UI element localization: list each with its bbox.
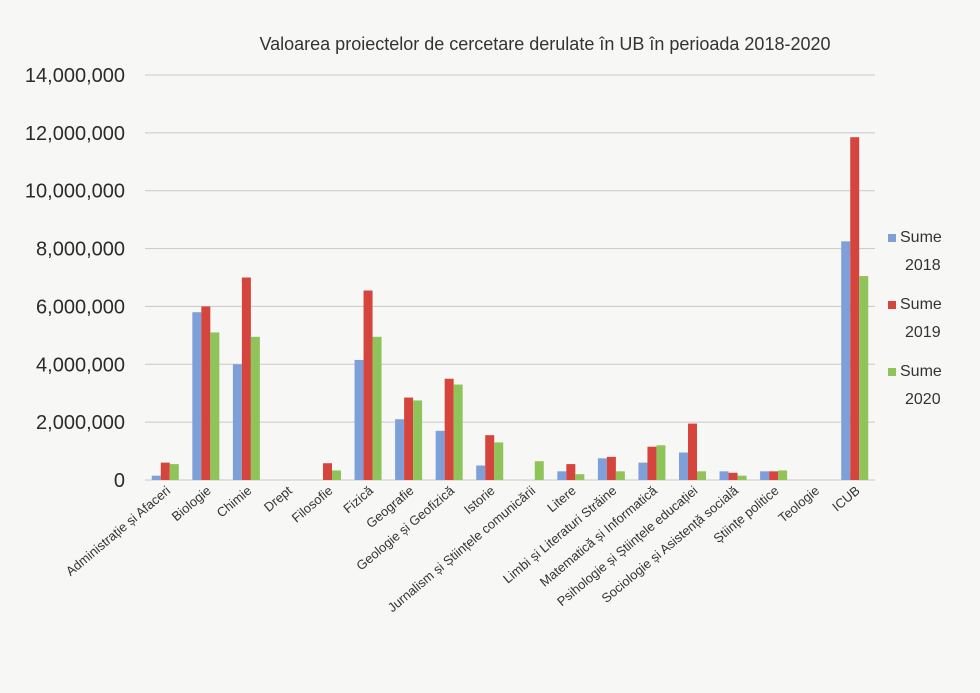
bar-sume-2018 <box>476 465 486 480</box>
y-tick-label: 14,000,000 <box>25 65 125 87</box>
chart-title: Valoarea proiectelor de cercetare derula… <box>259 34 830 54</box>
bar-sume-2020 <box>615 471 625 480</box>
y-tick-label: 0 <box>114 470 125 492</box>
y-tick-label: 6,000,000 <box>36 296 125 318</box>
bar-sume-2020 <box>250 336 260 480</box>
legend-swatch <box>888 301 896 309</box>
legend-label: Sume <box>900 296 942 313</box>
bar-sume-2019 <box>201 306 211 480</box>
x-category-label: Administrație și Afaceri <box>63 483 173 579</box>
bar-sume-2019 <box>323 463 332 480</box>
legend-swatch <box>888 234 896 242</box>
bar-sume-2018 <box>192 312 202 480</box>
bar-sume-2020 <box>453 384 463 480</box>
bar-sume-2020 <box>494 442 504 480</box>
legend-label: 2020 <box>905 391 941 408</box>
bar-sume-2020 <box>697 471 706 480</box>
x-category-label: Chimie <box>214 483 255 521</box>
y-tick-label: 10,000,000 <box>25 181 125 203</box>
y-axis-ticks: 0 2,000,000 4,000,000 6,000,000 8,000,000 10,… <box>25 65 125 492</box>
x-category-label: Istorie <box>461 483 498 517</box>
bar-sume-2020 <box>210 332 220 480</box>
bar-sume-2019 <box>769 471 779 480</box>
bar-sume-2019 <box>241 277 251 480</box>
bar-sume-2018 <box>354 359 364 480</box>
bar-sume-2019 <box>485 435 495 480</box>
bar-sume-2019 <box>566 464 576 480</box>
x-category-label: ICUB <box>829 483 862 514</box>
x-category-label: Drept <box>261 483 295 515</box>
legend: Sume 2018 Sume 2019 Sume 2020 <box>888 229 942 408</box>
bar-sume-2018 <box>435 430 445 480</box>
bars <box>151 137 869 481</box>
bar-sume-2019 <box>404 397 414 480</box>
bar-sume-2019 <box>444 378 454 480</box>
bar-sume-2019 <box>688 423 697 480</box>
y-tick-label: 2,000,000 <box>36 412 125 434</box>
bar-sume-2020 <box>737 475 747 480</box>
bar-sume-2020 <box>534 461 544 480</box>
bar-sume-2020 <box>859 276 869 480</box>
bar-sume-2019 <box>363 290 373 480</box>
bar-sume-2018 <box>597 458 607 480</box>
bar-sume-2018 <box>151 475 161 480</box>
bar-sume-2018 <box>638 462 648 480</box>
grid-lines <box>145 74 875 481</box>
bar-sume-2018 <box>232 364 242 480</box>
bar-sume-2019 <box>647 446 657 480</box>
x-category-label: Jurnalism și Științele comunicării <box>385 483 539 615</box>
x-category-label: Fizică <box>340 482 376 516</box>
bar-sume-2020 <box>332 470 341 480</box>
y-tick-label: 12,000,000 <box>25 123 125 145</box>
legend-label: 2018 <box>905 257 941 274</box>
x-category-label: Teologie <box>775 483 822 526</box>
bar-sume-2019 <box>850 137 860 481</box>
bar-sume-2018 <box>557 471 567 480</box>
bar-sume-2018 <box>841 241 851 480</box>
bar-sume-2018 <box>395 419 405 480</box>
y-tick-label: 4,000,000 <box>36 354 125 376</box>
legend-swatch <box>888 368 896 376</box>
bar-sume-2020 <box>778 470 788 480</box>
y-tick-label: 8,000,000 <box>36 239 125 261</box>
bar-sume-2020 <box>413 400 423 480</box>
bar-sume-2019 <box>160 462 170 480</box>
bar-sume-2019 <box>606 456 616 480</box>
x-category-label: Filosofie <box>289 483 336 526</box>
bar-sume-2020 <box>575 474 585 480</box>
bar-sume-2020 <box>656 445 666 480</box>
bar-sume-2020 <box>169 464 179 480</box>
legend-label: Sume <box>900 229 942 246</box>
bar-sume-2018 <box>679 452 688 480</box>
x-category-label: Biologie <box>169 483 214 524</box>
bar-sume-2019 <box>728 472 738 480</box>
legend-label: 2019 <box>905 324 941 341</box>
bar-sume-2018 <box>760 471 770 480</box>
bar-sume-2020 <box>372 336 382 480</box>
bar-sume-2018 <box>719 471 729 480</box>
legend-label: Sume <box>900 363 942 380</box>
x-category-label: Litere <box>544 483 579 515</box>
